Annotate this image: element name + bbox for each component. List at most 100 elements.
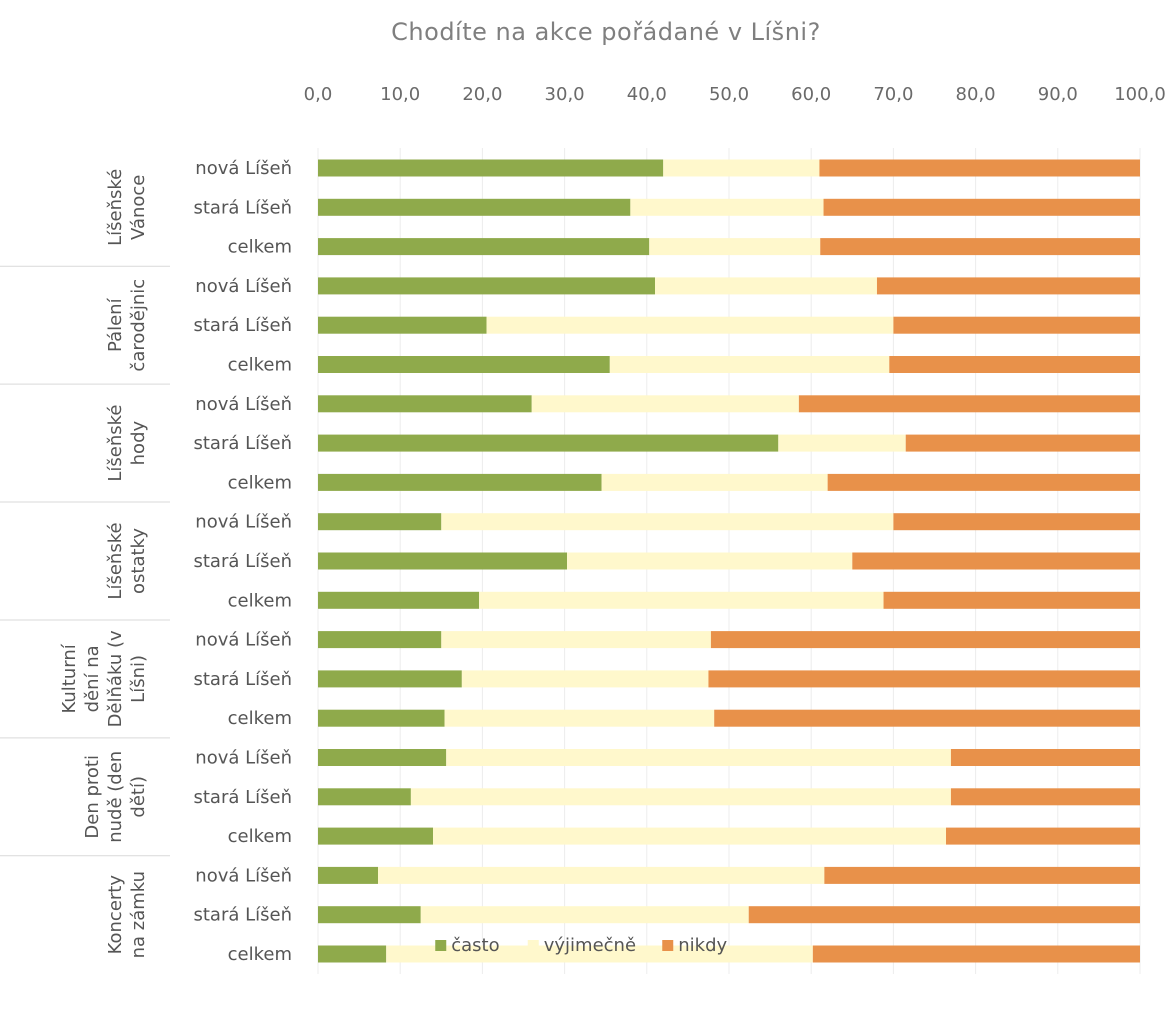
bar-segment-výjimečně [486,316,894,334]
group-label-line: Vánoce [128,175,149,240]
bar-segment-výjimečně [655,277,877,295]
group-label-line: Líšeňské [105,169,126,246]
bar-segment-často [318,709,445,727]
category-label: celkem [228,237,292,258]
legend-swatch [527,940,539,951]
group-label-line: na zámku [128,871,149,958]
group-label: Koncerty na zámku [105,871,149,958]
bar-segment-výjimečně [649,238,821,256]
x-tick-label: 90,0 [1038,84,1078,105]
x-tick-label: 30,0 [545,84,585,105]
category-label: nová Líšeň [195,512,292,533]
group-label-line: nudě (den [105,751,126,843]
bar-segment-často [318,670,462,688]
category-label: nová Líšeň [195,630,292,651]
bar-segment-nikdy [889,356,1140,373]
group-label: Líšeňské hody [105,405,149,482]
bar-segment-nikdy [819,159,1140,177]
bar-segment-nikdy [950,788,1140,806]
bar-segment-nikdy [950,749,1140,766]
x-axis-ticks: 0,0 10,0 20,0 30,0 40,0 50,0 60,0 70,0 80,0 90,0 1… [304,84,1166,105]
bar-segment-nikdy [946,827,1140,845]
category-label: stará Líšeň [193,315,292,336]
group-separators [0,265,170,857]
x-tick-label: 0,0 [304,84,333,105]
group-label-line: dění na [82,645,103,712]
bar-segment-nikdy [893,513,1140,531]
category-label: celkem [228,472,292,493]
bar-segment-výjimečně [479,591,884,609]
x-tick-label: 20,0 [462,84,502,105]
bar-segment-často [318,473,602,491]
bar-segment-nikdy [827,473,1140,491]
bar-segment-nikdy [798,395,1140,413]
bar-segment-často [318,434,779,452]
group-label-line: Líšeňské [105,405,126,482]
bar-segment-často [318,788,411,806]
category-label: nová Líšeň [195,276,292,297]
bar-segment-často [318,749,447,766]
group-label-line: Kulturní [59,643,80,713]
group-label-line: hody [128,421,149,466]
bar-segment-často [318,552,568,570]
bar-segment-nikdy [905,434,1140,452]
category-label: stará Líšeň [193,669,292,690]
group-label: Kulturní dění na Dělňáku (v Líšni) [59,630,149,727]
legend-label: často [451,935,499,956]
bar-segment-často [318,159,664,177]
bar-segment-často [318,591,480,609]
x-tick-label: 80,0 [956,84,996,105]
bar-segment-často [318,198,631,216]
group-label-line: Líšni) [128,655,149,703]
bar-segment-nikdy [823,198,1140,216]
bar-segment-často [318,238,650,256]
bar-segment-výjimečně [778,434,906,452]
bar-segment-výjimečně [386,945,813,963]
bar-segment-výjimečně [630,198,824,216]
bar-segment-výjimečně [601,473,828,491]
bar-segment-výjimečně [461,670,709,688]
x-tick-label: 100,0 [1114,84,1166,105]
category-label: stará Líšeň [193,197,292,218]
x-tick-label: 10,0 [380,84,420,105]
bar-segment-nikdy [710,631,1140,649]
chart-title: Chodíte na akce pořádané v Líšni? [391,18,821,46]
bar-segment-často [318,395,532,413]
bar-segment-nikdy [708,670,1140,688]
bar-segment-často [318,866,379,884]
category-label: celkem [228,708,292,729]
bar-segment-výjimečně [446,749,951,766]
group-label-line: čarodějnic [128,279,149,372]
category-label: nová Líšeň [195,748,292,769]
category-label: nová Líšeň [195,158,292,179]
group-label-line: Dělňáku (v [105,630,126,727]
bar-segment-často [318,631,442,649]
bar-segment-výjimečně [441,631,711,649]
legend-label: nikdy [678,935,727,956]
category-label: celkem [228,944,292,965]
x-tick-label: 40,0 [627,84,667,105]
bar-segment-nikdy [824,866,1140,884]
bar-segment-výjimečně [410,788,951,806]
bar-segment-nikdy [876,277,1140,295]
x-tick-label: 60,0 [791,84,831,105]
bar-segment-výjimečně [567,552,853,570]
category-label: celkem [228,355,292,376]
bars [318,159,1140,963]
legend-swatch [435,940,447,951]
bar-segment-často [318,827,434,845]
category-label: nová Líšeň [195,865,292,886]
category-label: stará Líšeň [193,787,292,808]
group-label-line: dětí) [128,776,149,818]
bar-segment-nikdy [883,591,1140,609]
group-label: Líšeňské Vánoce [105,169,149,246]
bar-segment-výjimečně [531,395,799,413]
bar-segment-nikdy [748,906,1140,924]
category-label: stará Líšeň [193,433,292,454]
bar-segment-nikdy [812,945,1140,963]
group-label-line: Pálení [105,297,126,352]
bar-segment-často [318,356,610,373]
bar-segment-výjimečně [378,866,825,884]
